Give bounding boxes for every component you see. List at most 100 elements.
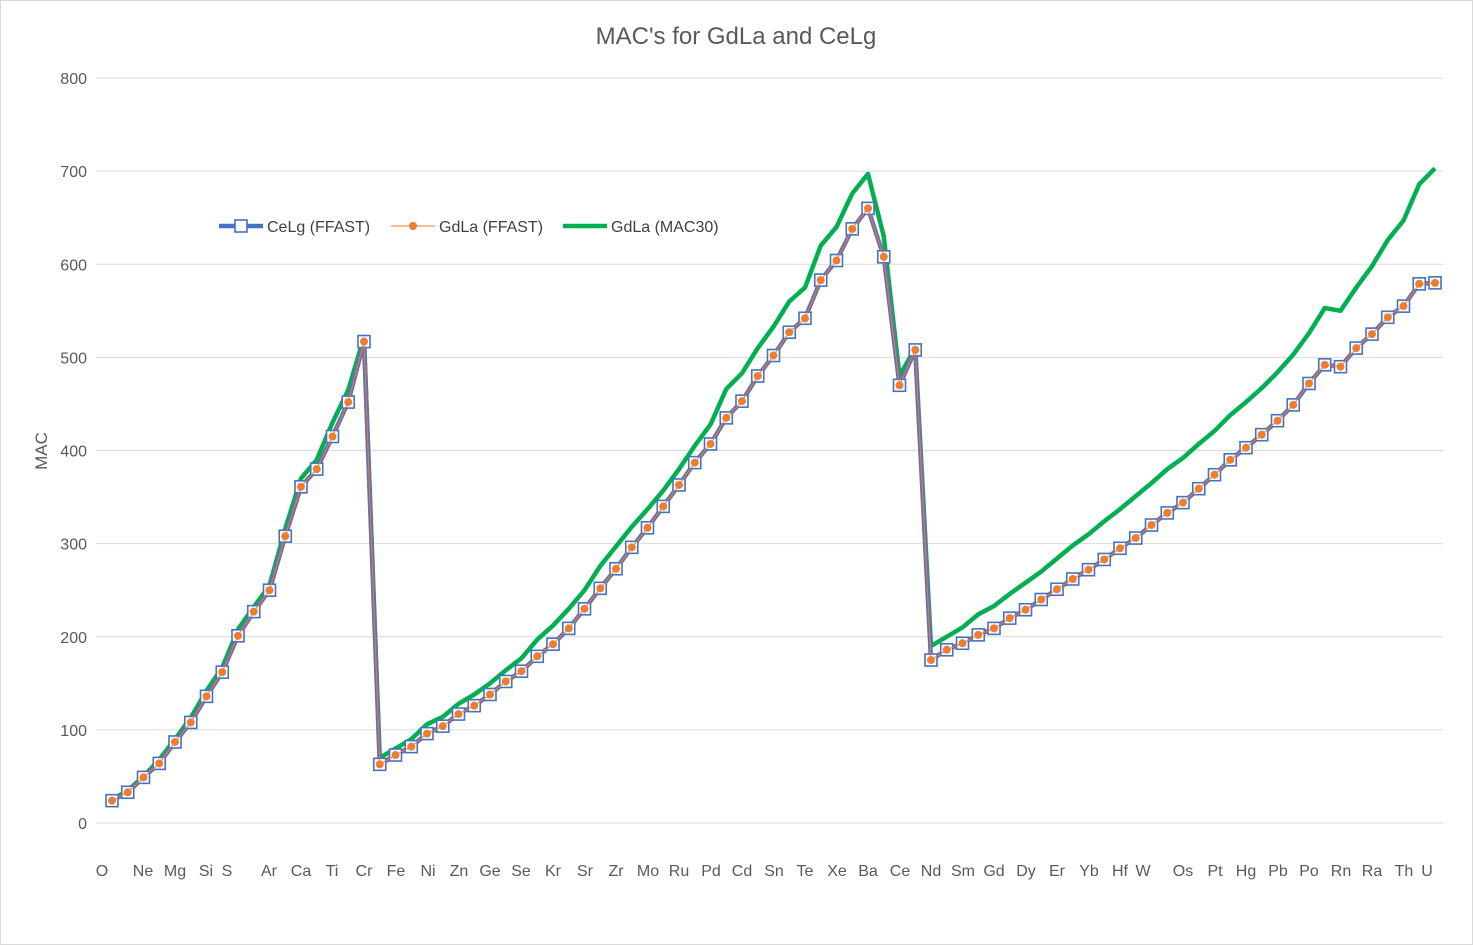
gdla-ffast-point [1147,521,1156,529]
x-tick-label: Ca [291,863,312,880]
gdla-ffast-point [391,751,400,760]
legend-entry: GdLa (FFAST) [391,219,543,236]
gdla-ffast-point [1257,430,1266,439]
gdla-ffast-point [1005,614,1014,623]
gdla-ffast-point [722,413,731,422]
x-tick-label: Ge [479,863,500,880]
legend-label: GdLa (MAC30) [611,219,719,236]
legend: CeLg (FFAST) GdLa (FFAST) GdLa (MAC30) [219,219,719,236]
gdla-ffast-point [1415,279,1424,288]
gdla-ffast-point [911,345,920,354]
gdla-ffast-point [1289,400,1298,409]
gdla-ffast-point [218,668,227,677]
x-tick-label: Xe [827,863,847,880]
gdla-ffast-point [1021,605,1030,614]
y-tick-label: 400 [60,444,87,461]
gdla-ffast-point [627,543,636,552]
x-tick-label: Rn [1331,863,1351,880]
legend-entry: CeLg (FFAST) [219,219,370,236]
x-tick-label: Cr [356,863,374,880]
gdla-ffast-point [1242,443,1250,452]
gdla-ffast-point [1179,498,1187,507]
gdla-ffast-point [564,624,573,633]
y-tick-label: 600 [60,257,87,274]
gdla-ffast-point [643,523,652,532]
gdla-ffast-point [958,639,967,648]
gdla-ffast-point [486,690,494,699]
gdla-ffast-point [360,337,368,346]
x-tick-label: Nd [921,863,941,880]
gdla-ffast-point [470,701,479,710]
gdla-ffast-point [1037,595,1046,604]
gdla-ffast-point [155,759,164,768]
gdla-ffast-point [675,480,683,489]
x-tick-label: Dy [1016,863,1036,880]
gdla-ffast-point [549,640,557,649]
x-tick-label: Os [1173,863,1193,880]
x-tick-label: Yb [1079,863,1099,880]
x-tick-label: Sr [577,863,594,880]
gdla-ffast-point [580,604,589,613]
y-tick-label: 200 [60,630,87,647]
gdla-ffast-point [895,381,904,390]
x-tick-label: Ni [420,863,435,880]
gdla-ffast-point [281,532,290,541]
gdla-ffast-point [407,742,416,751]
gdla-ffast-point [879,252,888,261]
y-tick-label: 500 [60,350,87,367]
gdla-ffast-point [659,502,668,511]
x-tick-label: U [1421,863,1433,880]
gdla-ffast-point [690,458,699,467]
x-tick-label: Gd [983,863,1004,880]
gdla-ffast-point [186,718,195,727]
gdla-ffast-point [297,482,305,491]
legend-label: CeLg (FFAST) [267,219,370,236]
gdla-ffast-point [423,729,431,738]
x-tick-label: Ti [326,863,339,880]
gdla-ffast-point [501,677,510,686]
x-tick-label: Ce [890,863,911,880]
y-tick-label: 700 [60,164,87,181]
x-tick-label: Pb [1268,863,1288,880]
x-tick-label: Si [199,863,213,880]
x-tick-label: Hf [1112,863,1129,880]
legend-swatch-marker [409,222,417,230]
gdla-ffast-point [596,584,605,593]
gdla-ffast-point [1194,484,1203,493]
gdla-ffast-point [738,397,746,406]
gdla-ffast-point [1336,362,1345,371]
x-tick-label: Zn [450,863,469,880]
gdla-ffast-point [1399,302,1408,311]
y-tick-label: 300 [60,537,87,554]
gdla-ffast-point [1368,330,1376,339]
x-tick-label: Th [1395,863,1414,880]
series-line-celg-ffast [110,206,1436,803]
gdla-ffast-point [312,465,321,474]
x-tick-label: Ru [669,863,689,880]
gdla-ffast-point [1163,508,1172,517]
gdla-ffast-point [612,564,620,573]
x-tick-label: W [1135,863,1151,880]
series-line-gdla-mac30 [110,166,1437,802]
gdla-ffast-point [942,645,951,654]
gdla-ffast-point [864,204,872,213]
x-tick-label: Po [1299,863,1319,880]
gdla-ffast-point [1352,344,1361,353]
gdla-ffast-point [816,276,825,285]
gdla-ffast-point [706,439,715,448]
legend-swatch-marker [234,219,248,233]
gdla-ffast-point [328,432,337,441]
x-tick-label: Er [1049,863,1066,880]
series-layer [105,166,1442,808]
gdla-ffast-point [1131,534,1140,543]
gdla-ffast-point [769,351,778,360]
x-tick-label: Ba [858,863,878,880]
gdla-ffast-point [974,630,983,639]
y-tick-label: 100 [60,723,87,740]
x-tick-label: S [222,863,233,880]
gdla-ffast-point [1226,455,1235,464]
gdla-ffast-point [171,737,179,746]
x-tick-label: Sn [764,863,784,880]
chart-title: MAC's for GdLa and CeLg [596,23,877,50]
